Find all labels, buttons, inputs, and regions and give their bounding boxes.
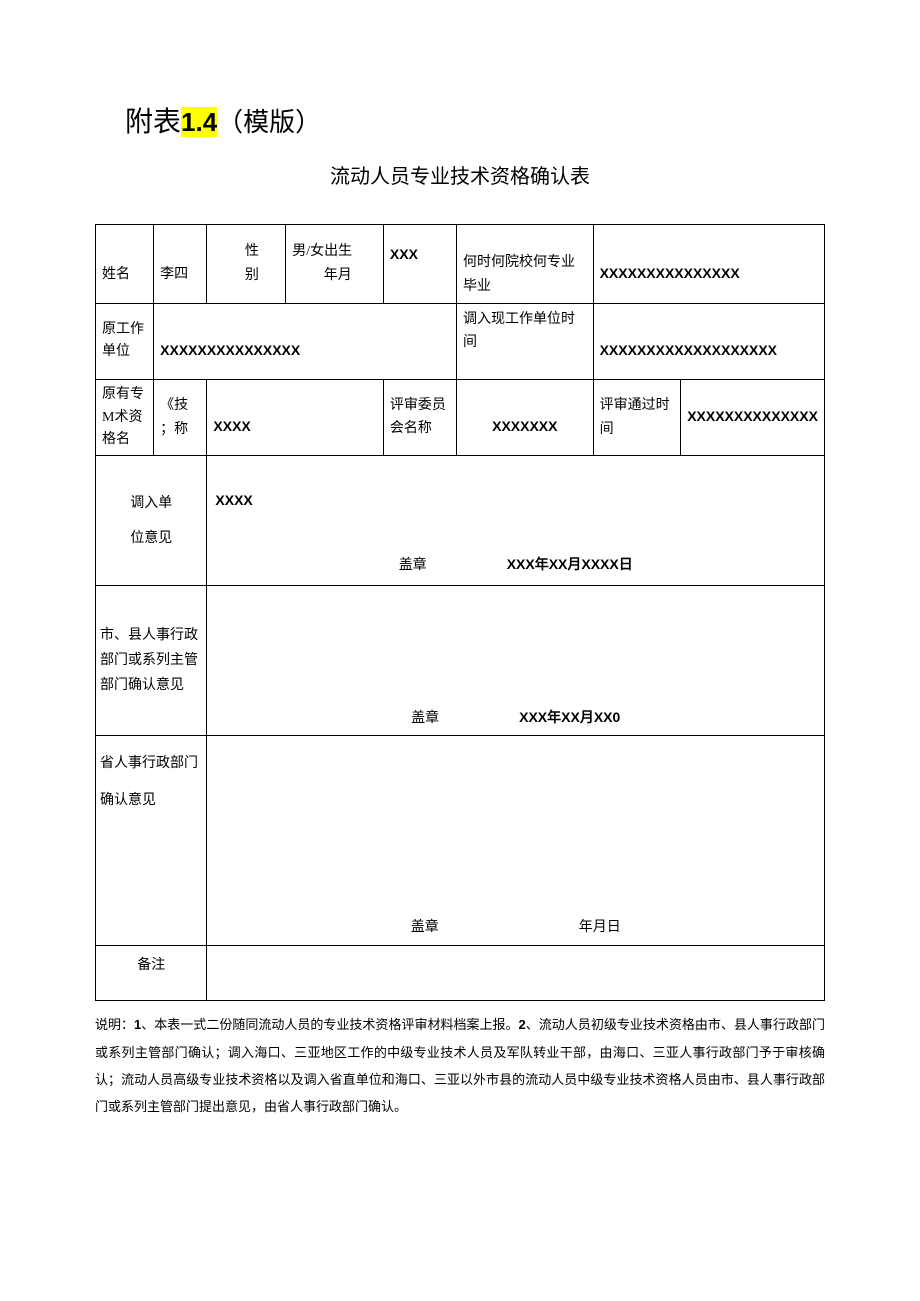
value-city-opinion	[207, 586, 825, 701]
label-unit-opinion: 调入单位意见	[96, 456, 207, 586]
table-row: 备注	[96, 946, 825, 1001]
province-seal-line: 盖章年月日	[207, 911, 825, 946]
label-gender-birth: 性 别	[207, 225, 286, 304]
document-subtitle: 流动人员专业技术资格确认表	[95, 160, 825, 189]
table-row: 原有专M术资格名 《技；称 XXXX 评审委员会名称 XXXXXXX 评审通过时…	[96, 380, 825, 456]
document-heading: 附表1.4（模版）	[125, 100, 825, 140]
value-remark	[207, 946, 825, 1001]
value-orig-unit: XXXXXXXXXXXXXXX	[154, 303, 457, 380]
heading-suffix: （模版）	[217, 108, 321, 137]
label-remark: 备注	[96, 946, 207, 1001]
value-province-opinion	[207, 736, 825, 911]
heading-prefix: 附表	[125, 107, 181, 138]
label-city-opinion: 市、县人事行政部门或系列主管部门确认意见	[96, 586, 207, 736]
label-name: 姓名	[96, 225, 154, 304]
label-orig-unit: 原工作单位	[96, 303, 154, 380]
table-row: 调入单位意见 XXXX	[96, 456, 825, 546]
value-gender-birth: 男/女出生 年月	[286, 225, 384, 304]
value-review-time: XXXXXXXXXXXXXX	[681, 380, 825, 456]
value-qual: XXXX	[207, 380, 383, 456]
table-row: 姓名 李四 性 别 男/女出生 年月 XXX 何时何院校何专业毕业 XXXXXX…	[96, 225, 825, 304]
value-unit-opinion: XXXX	[207, 456, 825, 546]
value-transfer-time: XXXXXXXXXXXXXXXXXXX	[593, 303, 824, 380]
city-seal-line: 盖章XXX年XX月XX0	[207, 701, 825, 736]
value-birth: XXX	[383, 225, 456, 304]
value-graduate: XXXXXXXXXXXXXXX	[593, 225, 824, 304]
table-row: 原工作单位 XXXXXXXXXXXXXXX 调入现工作单位时间 XXXXXXXX…	[96, 303, 825, 380]
table-row: 省人事行政部门确认意见	[96, 736, 825, 911]
explanation-text: 说明：1、本表一式二份随同流动人员的专业技术资格评审材料档案上报。2、流动人员初…	[95, 1011, 825, 1120]
value-committee: XXXXXXX	[457, 380, 594, 456]
label-review-time: 评审通过时间	[593, 380, 681, 456]
label-tech-title: 《技；称	[154, 380, 207, 456]
label-transfer-time: 调入现工作单位时间	[457, 303, 594, 380]
table-row: 市、县人事行政部门或系列主管部门确认意见	[96, 586, 825, 701]
label-qual: 原有专M术资格名	[96, 380, 154, 456]
value-name: 李四	[154, 225, 207, 304]
qualification-table: 姓名 李四 性 别 男/女出生 年月 XXX 何时何院校何专业毕业 XXXXXX…	[95, 224, 825, 1001]
label-province-opinion: 省人事行政部门确认意见	[96, 736, 207, 946]
heading-highlight: 1.4	[181, 107, 217, 137]
label-graduate: 何时何院校何专业毕业	[457, 225, 594, 304]
label-committee: 评审委员会名称	[383, 380, 456, 456]
unit-seal-line: 盖章XXX年XX月XXXX日	[207, 546, 825, 586]
